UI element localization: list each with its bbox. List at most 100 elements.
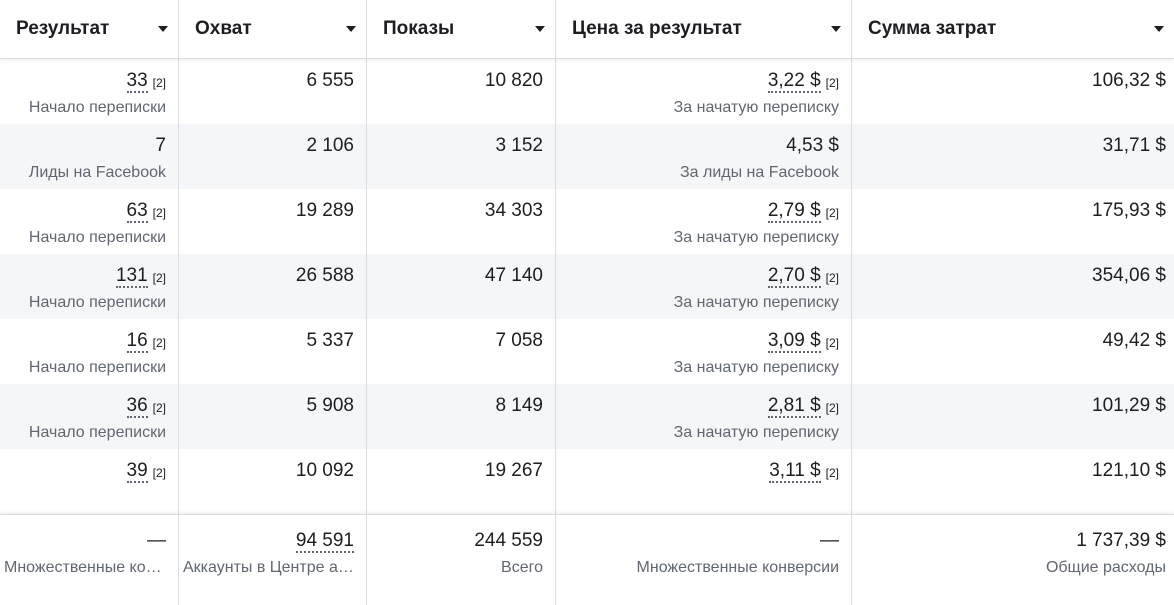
reach-cell-value: 6 555	[306, 70, 354, 91]
result-cell-subtitle: Начало переписки	[28, 294, 166, 311]
table-row[interactable]: 39 [2] 10 092 19 267 3,11 $ [2] 121,10 $	[0, 449, 1174, 514]
result-cell-value-line: 36 [2]	[4, 394, 166, 418]
cost-per-result-cell-value-line: 3,22 $ [2]	[560, 69, 839, 93]
table-body: 33 [2] Начало переписки 6 555 10 820 3,22 $ [2…	[0, 59, 1174, 514]
footnote-marker[interactable]: [2]	[825, 336, 839, 350]
cost-per-result-cell: 3,22 $ [2] За начатую переписку	[556, 59, 852, 124]
sort-caret-icon[interactable]	[158, 26, 168, 32]
impressions-cell: 19 267	[367, 449, 556, 514]
table-row[interactable]: 33 [2] Начало переписки 6 555 10 820 3,22 $ [2…	[0, 59, 1174, 124]
footnote-marker[interactable]: [2]	[152, 206, 166, 220]
cost-per-result-cell-subtitle: За начатую переписку	[673, 359, 839, 376]
cost-per-result-cell: 3,11 $ [2]	[556, 449, 852, 514]
column-header-cost-per-result[interactable]: Цена за результат	[556, 0, 852, 58]
result-cell-value[interactable]: 33	[126, 70, 148, 93]
amount-spent-cell-value-line: 31,71 $	[856, 134, 1166, 158]
footnote-marker[interactable]: [2]	[825, 401, 839, 415]
cost-per-result-cell-value[interactable]: 2,70 $	[767, 265, 821, 288]
result-cell: 36 [2] Начало переписки	[0, 384, 179, 449]
amount-spent-cell-value-line: 49,42 $	[856, 329, 1166, 353]
cost-per-result-cell-value-line: 3,09 $ [2]	[560, 329, 839, 353]
cost-per-result-cell-value[interactable]: 3,09 $	[767, 330, 821, 353]
impressions-cell: 47 140	[367, 254, 556, 319]
cost-per-result-cell-value[interactable]: 2,81 $	[767, 395, 821, 418]
total-amount-spent-cell-subtitle: Общие расходы	[1045, 559, 1166, 576]
column-header-label: Сумма затрат	[868, 18, 997, 39]
impressions-cell-value-line: 10 820	[371, 69, 543, 93]
reach-cell: 5 908	[179, 384, 367, 449]
reach-cell-value: 5 908	[306, 395, 354, 416]
result-cell-value[interactable]: 63	[126, 200, 148, 223]
reach-cell-value: 26 588	[295, 265, 354, 286]
result-cell-value-line: 131 [2]	[4, 264, 166, 288]
column-header-reach[interactable]: Охват	[179, 0, 367, 58]
reach-cell-value-line: 19 289	[183, 199, 354, 223]
cost-per-result-cell-value[interactable]: 3,22 $	[767, 70, 821, 93]
cost-per-result-cell: 2,79 $ [2] За начатую переписку	[556, 189, 852, 254]
amount-spent-cell-value: 106,32 $	[1092, 70, 1166, 91]
total-amount-spent-cell: 1 737,39 $ Общие расходы	[852, 515, 1174, 605]
footnote-marker[interactable]: [2]	[152, 271, 166, 285]
result-cell-value-line: 7	[4, 134, 166, 158]
cost-per-result-cell-value[interactable]: 2,79 $	[767, 200, 821, 223]
column-header-impressions[interactable]: Показы	[367, 0, 556, 58]
impressions-cell-value: 19 267	[484, 460, 543, 481]
cost-per-result-cell: 3,09 $ [2] За начатую переписку	[556, 319, 852, 384]
impressions-cell: 8 149	[367, 384, 556, 449]
result-cell-value-line: 39 [2]	[4, 459, 166, 483]
amount-spent-cell: 31,71 $	[852, 124, 1174, 189]
total-amount-spent-cell-value-line: 1 737,39 $	[856, 529, 1166, 553]
cost-per-result-cell: 2,70 $ [2] За начатую переписку	[556, 254, 852, 319]
cost-per-result-cell-value: 4,53 $	[786, 135, 839, 156]
column-header-result[interactable]: Результат	[0, 0, 179, 58]
table-row[interactable]: 16 [2] Начало переписки 5 337 7 058 3,09 $ [2]…	[0, 319, 1174, 384]
footnote-marker[interactable]: [2]	[825, 76, 839, 90]
total-impressions-cell-value-line: 244 559	[371, 529, 543, 553]
cost-per-result-cell-value-line: 2,70 $ [2]	[560, 264, 839, 288]
table-row[interactable]: 7 Лиды на Facebook 2 106 3 152 4,53 $ За лиды…	[0, 124, 1174, 189]
table-row[interactable]: 63 [2] Начало переписки 19 289 34 303 2,79 $ […	[0, 189, 1174, 254]
total-result-cell: — Множественные конверсии	[0, 515, 179, 605]
reach-cell: 5 337	[179, 319, 367, 384]
table-row[interactable]: 36 [2] Начало переписки 5 908 8 149 2,81 $ [2]…	[0, 384, 1174, 449]
result-cell: 131 [2] Начало переписки	[0, 254, 179, 319]
column-header-amount-spent[interactable]: Сумма затрат	[852, 0, 1174, 58]
cost-per-result-cell-value[interactable]: 3,11 $	[769, 460, 821, 483]
total-cost-per-result-cell-value: —	[820, 530, 839, 551]
result-cell-value[interactable]: 36	[126, 395, 148, 418]
impressions-cell-value-line: 47 140	[371, 264, 543, 288]
footnote-marker[interactable]: [2]	[825, 466, 839, 480]
footnote-marker[interactable]: [2]	[825, 271, 839, 285]
footnote-marker[interactable]: [2]	[152, 466, 166, 480]
result-cell-value[interactable]: 39	[126, 460, 148, 483]
footnote-marker[interactable]: [2]	[152, 401, 166, 415]
sort-caret-icon[interactable]	[831, 26, 841, 32]
impressions-cell-value-line: 8 149	[371, 394, 543, 418]
impressions-cell-value-line: 34 303	[371, 199, 543, 223]
amount-spent-cell: 49,42 $	[852, 319, 1174, 384]
result-cell-value[interactable]: 16	[126, 330, 148, 353]
footnote-marker[interactable]: [2]	[152, 336, 166, 350]
result-cell: 63 [2] Начало переписки	[0, 189, 179, 254]
impressions-cell-value: 7 058	[495, 330, 543, 351]
amount-spent-cell-value: 354,06 $	[1092, 265, 1166, 286]
amount-spent-cell-value-line: 175,93 $	[856, 199, 1166, 223]
impressions-cell-value: 34 303	[484, 200, 543, 221]
sort-caret-icon[interactable]	[535, 26, 545, 32]
footnote-marker[interactable]: [2]	[825, 206, 839, 220]
amount-spent-cell-value: 121,10 $	[1092, 460, 1166, 481]
result-cell: 16 [2] Начало переписки	[0, 319, 179, 384]
footnote-marker[interactable]: [2]	[152, 76, 166, 90]
sort-caret-icon[interactable]	[1154, 26, 1164, 32]
result-cell-value: 7	[155, 135, 166, 156]
total-reach-cell-value[interactable]: 94 591	[295, 530, 354, 553]
total-reach-cell: 94 591 Аккаунты в Центре аккаунтов	[179, 515, 367, 605]
table-row[interactable]: 131 [2] Начало переписки 26 588 47 140 2,70 $…	[0, 254, 1174, 319]
impressions-cell-value-line: 7 058	[371, 329, 543, 353]
result-cell-value[interactable]: 131	[115, 265, 148, 288]
sort-caret-icon[interactable]	[346, 26, 356, 32]
total-amount-spent-cell-value: 1 737,39 $	[1076, 530, 1166, 551]
amount-spent-cell-value: 101,29 $	[1092, 395, 1166, 416]
reach-cell-value: 5 337	[306, 330, 354, 351]
